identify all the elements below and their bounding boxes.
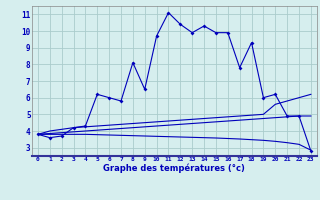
- X-axis label: Graphe des températures (°c): Graphe des températures (°c): [103, 164, 245, 173]
